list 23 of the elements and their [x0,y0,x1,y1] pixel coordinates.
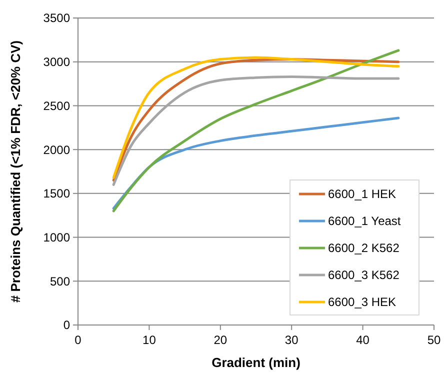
legend-label: 6600_1 Yeast [328,214,402,228]
legend-label: 6600_3 HEK [328,295,396,310]
x-tick-label: 50 [427,333,441,347]
y-tick-label: 1000 [43,230,70,244]
line-series [112,76,400,186]
y-tick-label: 3000 [43,55,70,70]
y-tick-label: 3500 [43,11,70,26]
x-tick-label: 10 [142,333,156,347]
y-tick-label: 2000 [43,142,70,157]
y-axis-title: # Proteins Quantified (<1% FDR, <20% CV) [8,40,23,303]
y-tick-label: 0 [63,318,70,332]
x-axis-title: Gradient (min) [212,355,300,370]
legend-label: 6600_1 HEK [328,187,396,202]
y-tick-label: 1500 [43,186,70,201]
legend-label: 6600_2 K562 [328,241,400,256]
x-tick-label: 20 [214,333,228,347]
x-tick-label: 40 [356,333,370,347]
legend-label: 6600_3 K562 [328,268,400,282]
y-tick-label: 500 [50,274,70,288]
x-tick-label: 30 [284,333,299,347]
x-tick-label: 0 [74,333,82,347]
line-series [112,49,400,212]
y-tick-label: 2500 [43,98,70,113]
